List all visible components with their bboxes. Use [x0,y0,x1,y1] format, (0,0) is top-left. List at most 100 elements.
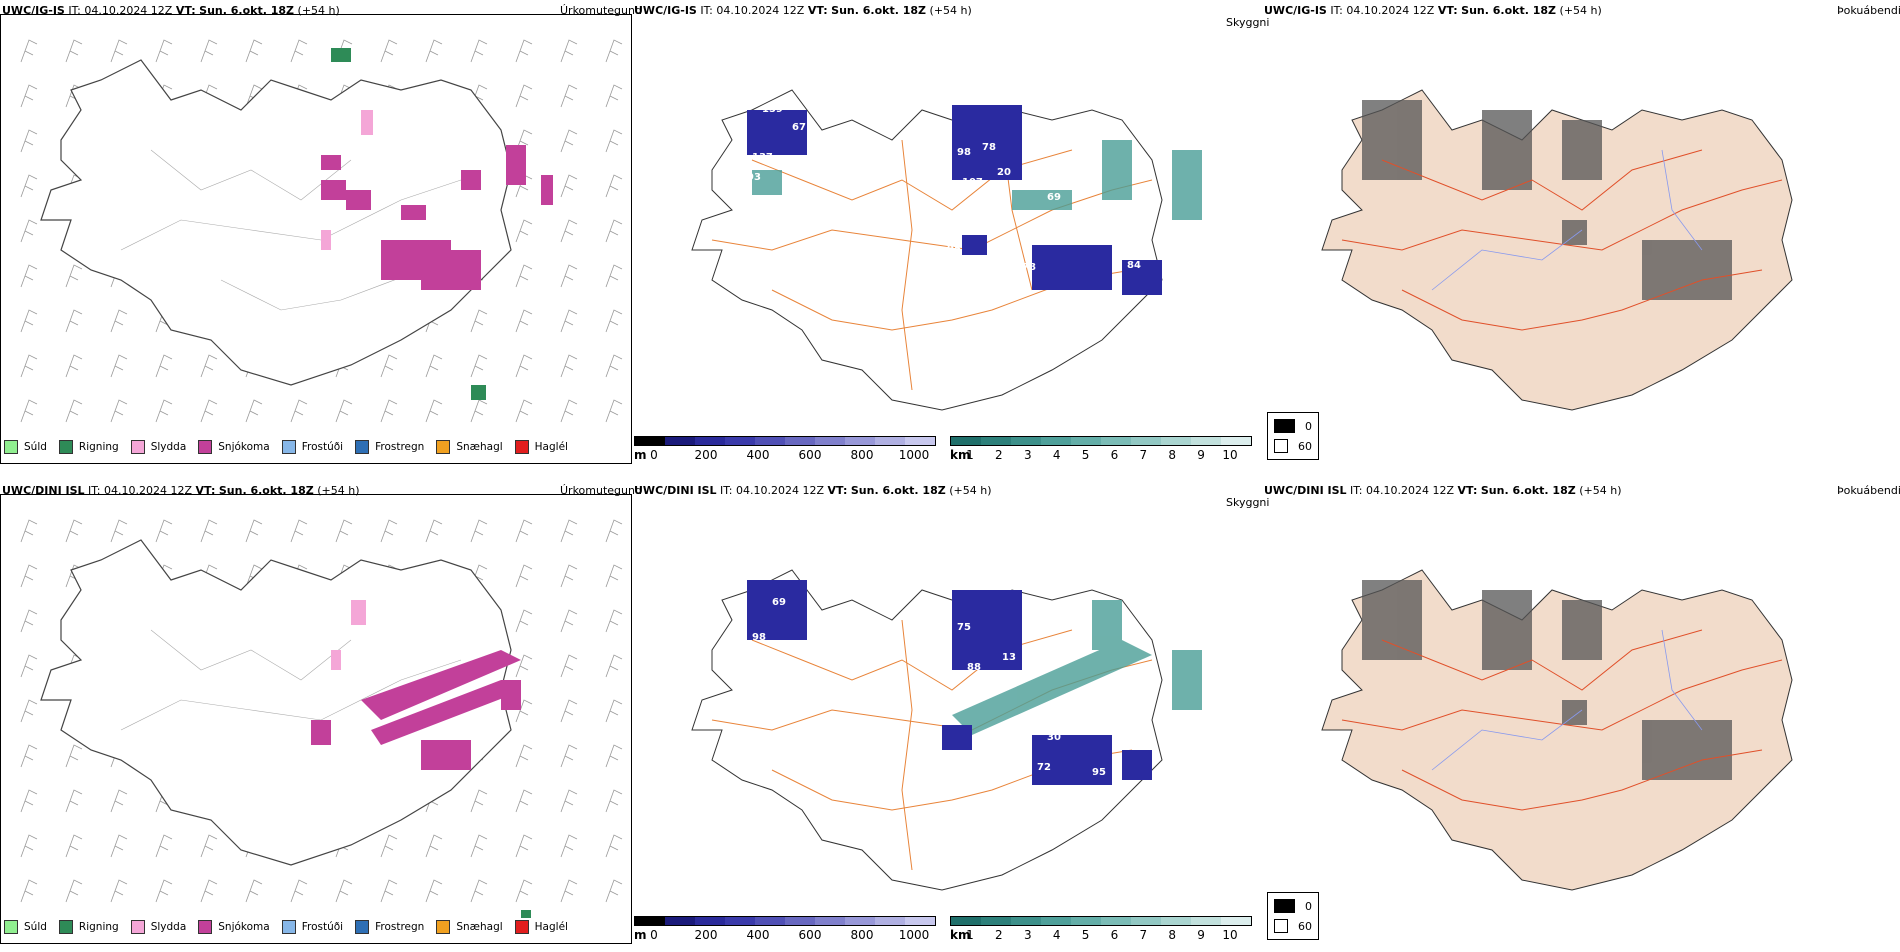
wind-barb [605,609,623,633]
km-colorbar: km 1 2 3 4 5 6 7 8 9 10 [950,916,1260,952]
wind-barb [65,264,83,288]
wind-barb [470,834,488,858]
height-colorbar: m 0 200 400 600 800 1000 [634,436,944,472]
wind-barb [605,744,623,768]
colorbar-cell [725,437,755,445]
legend-swatch [514,920,529,934]
legend-item: Frostúði [281,920,343,934]
wind-barb [110,399,128,423]
wind-barb [425,354,443,378]
wind-barb [65,399,83,423]
legend-item: Snjókoma [198,440,270,454]
snow-areas [321,145,553,290]
wind-barb [110,834,128,858]
wind-barb [515,399,533,423]
wind-barb [515,84,533,108]
colorbar-strip [634,916,936,926]
colorbar-cell [951,437,981,445]
colorbar-cell [785,917,815,925]
colorbar-cell [665,917,695,925]
cloud-panel-bottom: UWC/DINI ISL IT: 04.10.2024 12Z VT: Sun.… [632,480,1269,952]
colorbar-cell [1161,437,1191,445]
legend-item: Snæhagl [436,440,503,454]
wind-barb [560,654,578,678]
road-lines [120,149,462,311]
sleet-areas [321,110,373,250]
colorbar-cell [1011,917,1041,925]
legend-swatch [4,920,18,934]
colorbar-cell [1101,437,1131,445]
legend-item: Frostúði [281,440,344,454]
wind-barb [605,84,623,108]
wind-barb [515,309,533,333]
colorbar-cell [845,917,875,925]
rain-areas [331,48,486,400]
cloud-base-label: 137 [752,152,773,163]
cloud-base-label: 30 [1047,732,1061,743]
legend-label: Frostúði [301,441,344,453]
colorbar-tick: 0 [650,448,658,462]
wind-barb [605,699,623,723]
legend-item: Slydda [130,920,186,934]
legend-item: Frostregn [355,920,424,934]
wind-barb [290,39,308,63]
legend-swatch [198,920,213,934]
legend-label: Rigning [78,441,119,453]
wind-barb [380,879,398,903]
colorbar-cell [695,917,725,925]
fog-legend: 0 60 [1267,412,1319,460]
wind-barb [245,879,263,903]
cloud-base-label: 52 [782,642,796,653]
colorbar-tick: 600 [798,448,822,462]
panel-header: UWC/IG-IS IT: 04.10.2024 12Z VT: Sun. 6.… [1264,4,1602,17]
panel-header: UWC/IG-IS IT: 04.10.2024 12Z VT: Sun. 6.… [2,4,340,17]
legend-label: Frostregn [375,441,425,453]
legend-swatch [4,440,18,454]
legend-item: Rigning [58,440,119,454]
wind-barb [560,129,578,153]
wind-barb [20,264,38,288]
wind-barb [155,399,173,423]
colorbar-tick: 1 [966,448,974,462]
wind-barb [605,219,623,243]
colorbar-tick: 800 [850,448,874,462]
road-lines [120,629,462,731]
wind-barb [515,354,533,378]
wind-barb [155,354,173,378]
precip-title: Úrkomutegund [560,484,642,497]
colorbar-tick: 9 [1197,448,1205,462]
colorbar-cell [815,917,845,925]
wind-barb [515,699,533,723]
wind-barb [20,399,38,423]
wind-barb [560,399,578,423]
legend-swatch [58,440,73,454]
legend-swatch [436,440,451,454]
precip-map [20,519,623,918]
cloud-map: 159 67 137 93 98 78 107 20 69 95 85 78 191 84 23 [691,89,1202,411]
legend-swatch [58,920,73,934]
colorbar-tick: 3 [1023,448,1032,462]
legend-swatch [281,920,296,934]
colorbar-tick: 2 [995,448,1003,462]
wind-barb [560,699,578,723]
wind-barb [20,699,38,723]
legend-label: Rigning [78,921,119,933]
wind-barb [200,399,218,423]
colorbar-strip [950,916,1252,926]
wind-barb [515,39,533,63]
wind-barb [605,789,623,813]
wind-barb [605,654,623,678]
wind-barb [605,399,623,423]
wind-barb [20,39,38,63]
colorbar-tick: 2 [995,928,1003,942]
wind-barb [20,84,38,108]
wind-barb [110,354,128,378]
colorbar-cell [755,437,785,445]
legend-item: Rigning [58,920,119,934]
wind-barb [65,879,83,903]
wind-barb [20,834,38,858]
wind-barb [560,39,578,63]
wind-barb [560,879,578,903]
iceland-outline [40,59,512,386]
colorbar-cell [815,437,845,445]
